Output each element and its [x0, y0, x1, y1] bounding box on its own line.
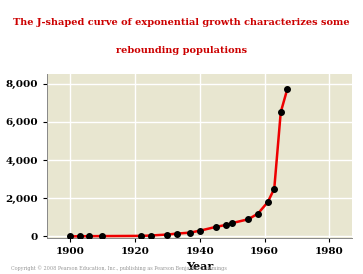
Point [86, 234, 92, 238]
Point [99, 234, 105, 238]
Point [255, 211, 261, 216]
Point [265, 200, 271, 204]
Point [278, 110, 284, 115]
Point [245, 217, 251, 221]
Point [229, 221, 235, 225]
Point [213, 225, 219, 229]
Y-axis label: Elephant population: Elephant population [0, 92, 1, 220]
Point [67, 234, 73, 239]
Point [197, 229, 203, 233]
Text: The J-shaped curve of exponential growth characterizes some: The J-shaped curve of exponential growth… [13, 18, 350, 27]
Point [77, 234, 82, 238]
Point [272, 187, 277, 191]
Text: Copyright © 2008 Pearson Education, Inc., publishing as Pearson Benjamin Cumming: Copyright © 2008 Pearson Education, Inc.… [11, 266, 227, 271]
Point [138, 234, 144, 238]
X-axis label: Year: Year [186, 261, 213, 272]
Point [164, 232, 170, 237]
Point [174, 232, 180, 236]
Point [148, 233, 154, 238]
Text: rebounding populations: rebounding populations [116, 46, 247, 55]
Point [284, 87, 290, 92]
Point [187, 230, 193, 235]
Point [223, 223, 228, 227]
